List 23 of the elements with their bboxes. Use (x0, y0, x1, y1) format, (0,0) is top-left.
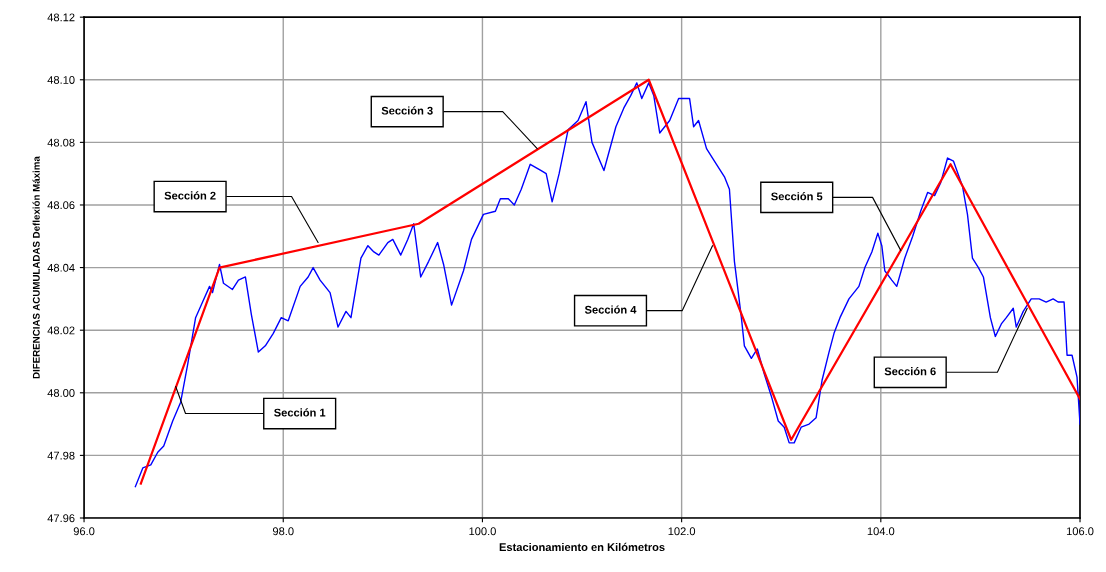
x-tick-label: 96.0 (73, 527, 95, 536)
annotation: Sección 1 (274, 408, 326, 417)
y-tick-label: 48.04 (47, 263, 75, 272)
annotation: Sección 3 (381, 106, 433, 115)
x-tick-label: 102.0 (668, 527, 696, 536)
x-tick-label: 106.0 (1066, 527, 1094, 536)
y-tick-label: 48.02 (47, 326, 75, 335)
annotation: Sección 6 (884, 367, 936, 376)
y-tick-label: 48.10 (47, 76, 75, 84)
annotation: Sección 4 (584, 305, 637, 314)
x-axis-title: Estacionamiento en Kilómetros (499, 542, 665, 552)
y-tick-label: 47.96 (47, 514, 75, 523)
x-tick-label: 104.0 (867, 527, 895, 536)
annotation: Sección 5 (771, 192, 823, 201)
x-tick-label: 98.0 (272, 527, 294, 536)
x-tick-label: 100.0 (469, 527, 496, 536)
annotation: Sección 2 (164, 191, 216, 200)
y-tick-label: 47.98 (47, 451, 75, 460)
y-tick-label: 48.12 (47, 13, 75, 22)
y-axis-title: DIFERENCIAS ACUMULADAS Deflexión Máxima (32, 156, 40, 379)
y-tick-label: 48.08 (47, 138, 75, 147)
y-tick-label: 48.00 (47, 389, 75, 397)
y-tick-label: 48.06 (47, 201, 75, 210)
